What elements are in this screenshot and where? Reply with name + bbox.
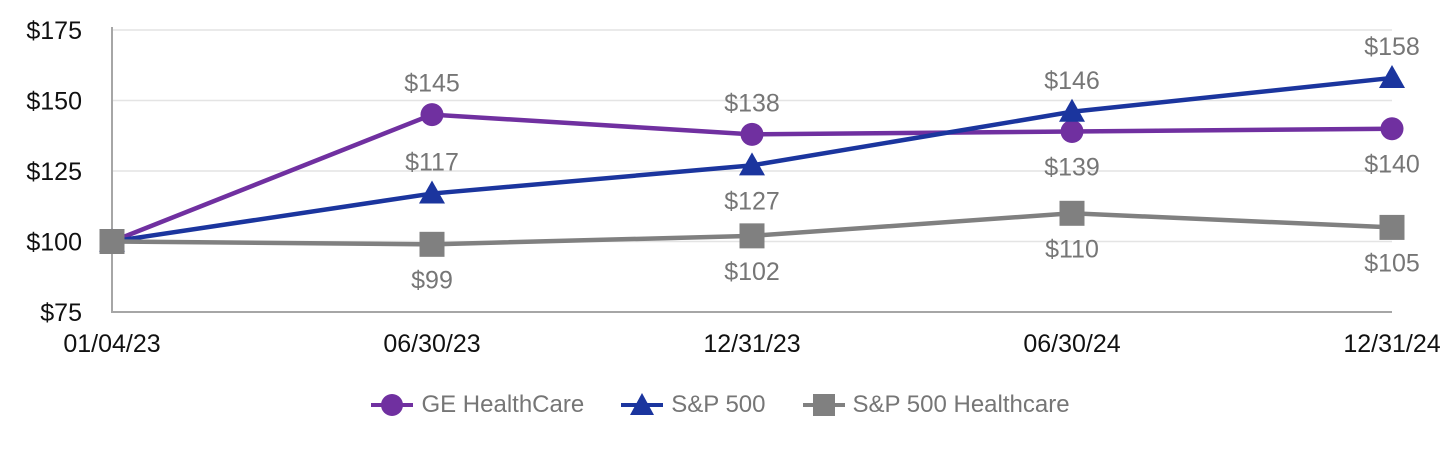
marker-triangle <box>419 180 445 204</box>
marker-square <box>99 229 125 254</box>
data-label: $110 <box>1045 235 1099 263</box>
data-label: $146 <box>1044 67 1100 95</box>
marker-triangle <box>739 152 765 176</box>
x-tick-label: 06/30/23 <box>383 330 480 358</box>
marker-circle <box>740 122 764 146</box>
legend-label-ge-healthcare: GE HealthCare <box>421 391 585 418</box>
data-label: $117 <box>405 149 459 177</box>
legend-circle-marker-icon <box>371 394 414 416</box>
y-tick-label: $125 <box>26 158 82 186</box>
marker-triangle <box>1379 64 1405 88</box>
legend-triangle-marker-icon <box>621 393 664 415</box>
y-tick-label: $75 <box>40 299 82 327</box>
marker-circle <box>420 103 444 127</box>
marker-square <box>419 231 445 257</box>
data-label: $99 <box>411 266 453 294</box>
marker-circle <box>1380 117 1404 141</box>
marker-square <box>1059 200 1085 226</box>
data-label: $145 <box>404 70 460 98</box>
legend-label-sp500: S&P 500 <box>671 391 766 418</box>
y-tick-label: $150 <box>26 88 82 116</box>
data-label: $139 <box>1044 154 1100 182</box>
data-label: $102 <box>724 258 780 286</box>
marker-triangle <box>1059 98 1085 122</box>
y-tick-label: $100 <box>26 229 82 257</box>
x-tick-label: 01/04/23 <box>63 330 160 358</box>
legend-item-sp500-healthcare: S&P 500 Healthcare <box>802 391 1070 419</box>
y-tick-label: $175 <box>26 17 82 45</box>
legend-square-marker-icon <box>802 394 845 416</box>
marker-circle <box>1060 120 1084 144</box>
data-label: $138 <box>724 89 780 117</box>
chart-legend: GE HealthCare S&P 500 S&P 500 Healthcare <box>0 391 1440 419</box>
legend-label-sp500-healthcare: S&P 500 Healthcare <box>852 391 1070 418</box>
data-label: $127 <box>724 187 780 215</box>
data-label: $140 <box>1364 151 1420 179</box>
x-tick-label: 06/30/24 <box>1023 330 1120 358</box>
marker-square <box>1379 214 1405 240</box>
legend-item-sp500: S&P 500 <box>620 391 766 419</box>
data-label: $105 <box>1364 249 1420 277</box>
x-tick-label: 12/31/24 <box>1343 330 1440 358</box>
x-tick-label: 12/31/23 <box>703 330 800 358</box>
data-label: $158 <box>1364 33 1420 61</box>
legend-item-ge-healthcare: GE HealthCare <box>370 391 584 419</box>
marker-square <box>739 223 765 249</box>
